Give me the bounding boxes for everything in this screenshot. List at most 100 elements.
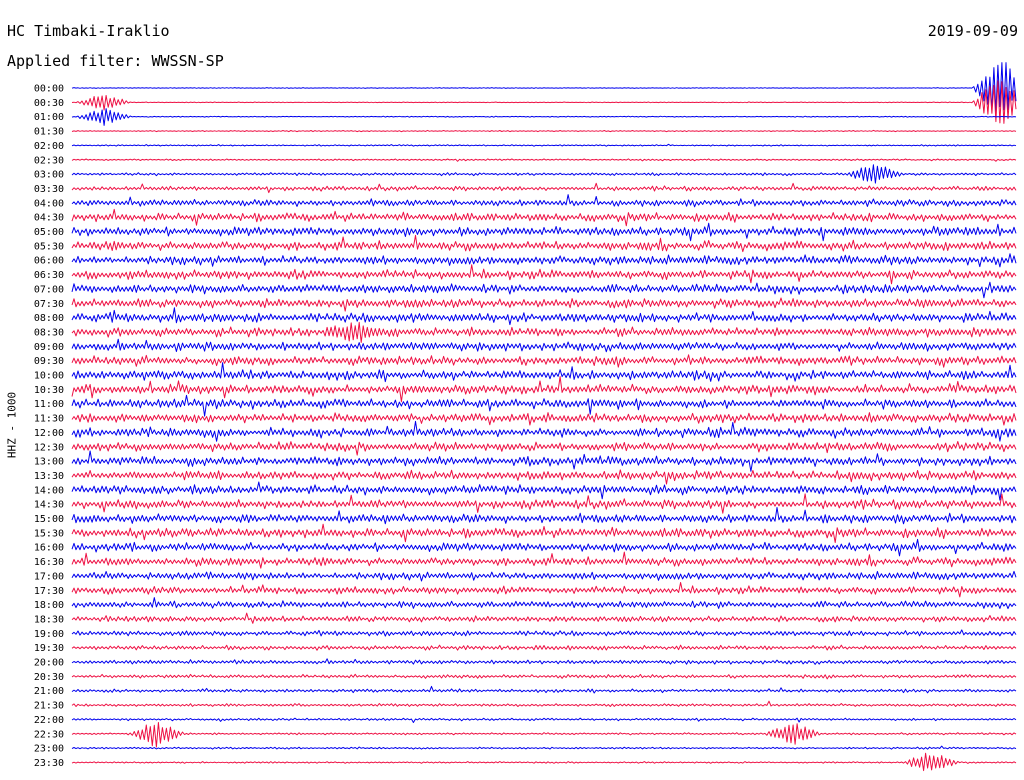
seismic-trace-row: [71, 685, 1017, 694]
time-tick-label: 10:00: [34, 371, 64, 382]
time-tick-label: 18:30: [34, 614, 64, 625]
time-tick-label: 11:30: [34, 414, 64, 425]
station-title: HC Timbaki-Iraklio: [7, 22, 170, 40]
time-tick-label: 21:00: [34, 686, 64, 697]
time-tick-label: 15:00: [34, 514, 64, 525]
time-tick-label: 13:30: [34, 471, 64, 482]
time-tick-label: 06:30: [34, 270, 64, 281]
seismic-trace-row: [71, 80, 1017, 124]
time-tick-label: 02:30: [34, 155, 64, 166]
seismic-trace-row: [71, 523, 1017, 543]
time-tick-label: 23:00: [34, 744, 64, 755]
time-tick-label: 05:30: [34, 241, 64, 252]
time-tick-label: 08:30: [34, 327, 64, 338]
seismic-trace-row: [71, 281, 1017, 299]
time-tick-label: 16:00: [34, 543, 64, 554]
time-tick-label: 09:00: [34, 342, 64, 353]
seismic-trace-row: [71, 481, 1017, 501]
time-tick-label: 12:30: [34, 442, 64, 453]
seismic-trace-row: [71, 629, 1017, 637]
seismic-trace-row: [71, 612, 1017, 624]
time-tick-label: 18:00: [34, 600, 64, 611]
time-tick-label: 22:00: [34, 715, 64, 726]
time-tick-label: 20:30: [34, 672, 64, 683]
seismic-trace-row: [71, 62, 1017, 113]
time-tick-label: 22:30: [34, 729, 64, 740]
time-tick-label: 17:00: [34, 571, 64, 582]
time-tick-label: 06:00: [34, 256, 64, 267]
seismic-trace-row: [71, 394, 1017, 417]
time-tick-label: 04:30: [34, 213, 64, 224]
seismic-trace-row: [71, 129, 1017, 133]
seismic-trace-row: [71, 354, 1017, 368]
time-tick-label: 05:00: [34, 227, 64, 238]
time-tick-label: 16:30: [34, 557, 64, 568]
seismic-trace-row: [71, 420, 1017, 442]
time-tick-label: 14:00: [34, 485, 64, 496]
seismic-trace-row: [71, 700, 1017, 707]
seismic-trace-row: [71, 582, 1017, 598]
seismic-trace-row: [71, 338, 1017, 353]
time-tick-label: 00:00: [34, 84, 64, 95]
time-tick-label: 11:00: [34, 399, 64, 410]
seismic-trace-row: [71, 376, 1017, 403]
seismic-trace-row: [71, 412, 1017, 426]
seismic-trace-row: [71, 321, 1017, 343]
seismic-trace-row: [71, 208, 1017, 227]
seismic-trace-row: [71, 194, 1017, 208]
seismic-trace-row: [71, 297, 1017, 312]
seismic-trace-row: [71, 597, 1017, 610]
time-tick-label: 12:00: [34, 428, 64, 439]
seismic-trace-row: [71, 108, 1017, 126]
time-tick-label: 10:30: [34, 385, 64, 396]
seismic-trace-row: [71, 717, 1017, 723]
seismic-trace-row: [71, 745, 1017, 750]
time-tick-label: 19:00: [34, 629, 64, 640]
time-tick-label: 13:00: [34, 457, 64, 468]
time-tick-label: 03:30: [34, 184, 64, 195]
time-tick-label: 14:30: [34, 500, 64, 511]
date-label: 2019-09-09: [927, 22, 1018, 40]
time-tick-label: 21:30: [34, 701, 64, 712]
time-tick-label: 01:30: [34, 127, 64, 138]
time-tick-label: 17:30: [34, 586, 64, 597]
time-tick-labels: 00:00 00:30 01:00 01:30 02:00 02:30 03:00 03:30…: [34, 84, 64, 769]
seismic-trace-row: [71, 551, 1017, 569]
seismic-trace-row: [71, 450, 1017, 472]
time-tick-label: 15:30: [34, 528, 64, 539]
seismic-trace-row: [71, 658, 1017, 665]
seismic-trace-row: [71, 143, 1017, 147]
seismic-trace-row: [71, 182, 1017, 194]
seismic-trace-row: [71, 264, 1017, 285]
time-tick-label: 07:00: [34, 284, 64, 295]
time-tick-label: 02:00: [34, 141, 64, 152]
seismic-trace-row: [71, 469, 1017, 485]
time-tick-label: 08:00: [34, 313, 64, 324]
time-tick-label: 23:30: [34, 758, 64, 769]
seismic-trace-row: [71, 673, 1017, 680]
seismic-trace-row: [71, 307, 1017, 326]
seismic-trace-row: [71, 158, 1017, 162]
seismic-trace-row: [71, 507, 1017, 525]
time-tick-label: 03:00: [34, 170, 64, 181]
time-tick-label: 20:00: [34, 658, 64, 669]
time-tick-label: 01:00: [34, 112, 64, 123]
trace-group: [71, 62, 1017, 772]
seismic-trace-row: [71, 644, 1017, 651]
seismic-trace-row: [71, 234, 1017, 253]
seismic-trace-row: [71, 722, 1017, 748]
seismic-trace-row: [71, 222, 1017, 242]
seismic-trace-row: [71, 164, 1017, 184]
seismic-trace-row: [71, 362, 1017, 383]
seismic-trace-row: [71, 441, 1017, 456]
seismic-trace-row: [71, 538, 1017, 557]
time-tick-label: 04:00: [34, 198, 64, 209]
filter-label: Applied filter: WWSSN-SP: [7, 52, 224, 70]
seismic-trace-row: [71, 493, 1017, 514]
time-tick-label: 09:30: [34, 356, 64, 367]
time-tick-label: 07:30: [34, 299, 64, 310]
time-tick-label: 19:30: [34, 643, 64, 654]
time-tick-label: 00:30: [34, 98, 64, 109]
seismic-trace-row: [71, 253, 1017, 268]
